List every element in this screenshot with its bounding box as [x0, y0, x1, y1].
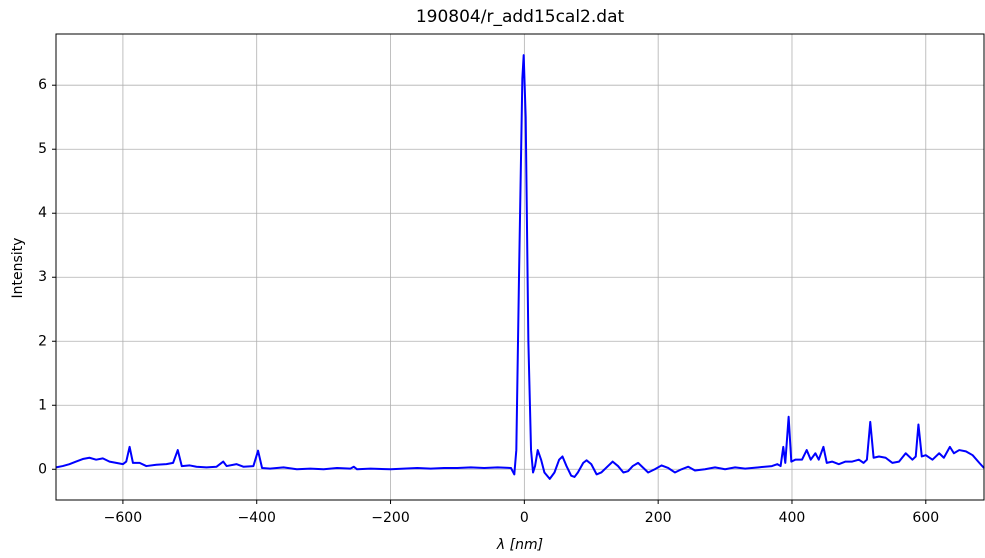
- plot-frame: [55, 33, 985, 501]
- x-tick-label: 200: [645, 510, 672, 526]
- x-tick-label: −200: [371, 510, 409, 526]
- x-tick-label: −600: [104, 510, 142, 526]
- x-tick-label: 0: [520, 510, 529, 526]
- x-tick-label: 600: [912, 510, 939, 526]
- x-tick-label: −400: [237, 510, 275, 526]
- y-tick-label: 6: [38, 77, 47, 93]
- y-axis-label: Intensity: [10, 238, 26, 299]
- y-tick-label: 2: [38, 333, 47, 349]
- x-axis-label: λ [nm]: [496, 537, 543, 553]
- x-tick-label: 400: [779, 510, 806, 526]
- data-line: [55, 54, 985, 480]
- chart-title: 190804/r_add15cal2.dat: [416, 7, 625, 27]
- y-tick-label: 0: [38, 461, 47, 477]
- y-tick-label: 4: [38, 205, 47, 221]
- y-tick-label: 1: [38, 397, 47, 413]
- y-tick-label: 3: [38, 269, 47, 285]
- y-tick-label: 5: [38, 141, 47, 157]
